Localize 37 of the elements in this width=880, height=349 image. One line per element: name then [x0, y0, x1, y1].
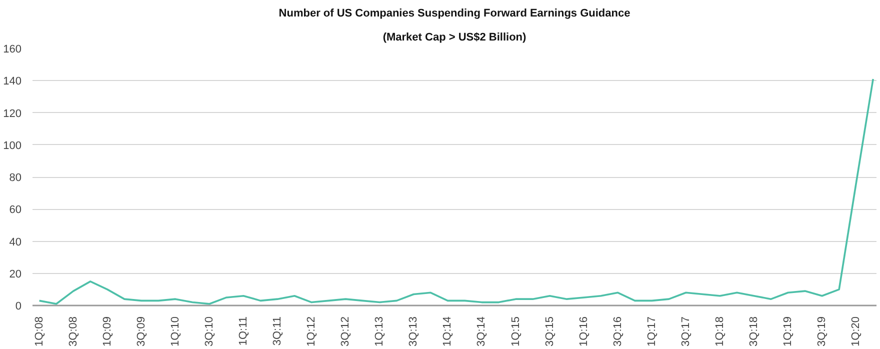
- chart-subtitle: (Market Cap > US$2 Billion): [382, 32, 527, 44]
- x-tick-label: 1Q:13: [374, 316, 386, 346]
- x-tick-label: 1Q:12: [306, 316, 318, 346]
- x-tick-label: 1Q:11: [238, 316, 250, 346]
- y-tick-label: 80: [9, 172, 22, 184]
- x-tick-label: 3Q:13: [408, 316, 420, 346]
- y-tick-label: 140: [3, 76, 22, 88]
- x-tick-label: 1Q:10: [169, 316, 182, 346]
- y-tick-label: 40: [9, 236, 22, 248]
- x-tick-label: 3Q:12: [340, 316, 352, 346]
- x-tick-label: 3Q:16: [612, 316, 624, 346]
- chart-title: Number of US Companies Suspending Forward Earnings Guidance: [278, 8, 630, 20]
- y-tick-label: 20: [9, 268, 22, 280]
- y-tick-label: 100: [3, 140, 22, 152]
- x-tick-label: 3Q:08: [67, 316, 80, 346]
- x-tick-label: 1Q:09: [101, 316, 114, 346]
- y-tick-label: 160: [3, 44, 22, 56]
- x-tick-label: 1Q:08: [33, 316, 46, 346]
- y-tick-label: 0: [15, 300, 22, 312]
- x-tick-label: 1Q:18: [714, 316, 726, 346]
- x-tick-label: 1Q:14: [442, 316, 454, 346]
- x-tick-label: 3Q:11: [272, 316, 284, 346]
- x-tick-label: 1Q:19: [782, 316, 794, 346]
- x-tick-label: 3Q:18: [748, 316, 760, 346]
- y-tick-label: 60: [9, 204, 22, 216]
- x-tick-label: 3Q:14: [476, 316, 488, 346]
- x-tick-label: 3Q:17: [680, 316, 692, 346]
- x-tick-label: 3Q:10: [203, 316, 216, 346]
- x-tick-label: 3Q:19: [816, 316, 828, 346]
- y-tick-label: 120: [3, 108, 22, 120]
- x-tick-label: 3Q:15: [544, 316, 556, 346]
- x-tick-label: 3Q:09: [135, 316, 148, 346]
- line-series: [38, 78, 874, 305]
- x-tick-label: 1Q:20: [850, 316, 862, 346]
- x-tick-label: 1Q:17: [646, 316, 658, 346]
- x-tick-label: 1Q:15: [510, 316, 522, 346]
- x-tick-label: 1Q:16: [578, 316, 590, 346]
